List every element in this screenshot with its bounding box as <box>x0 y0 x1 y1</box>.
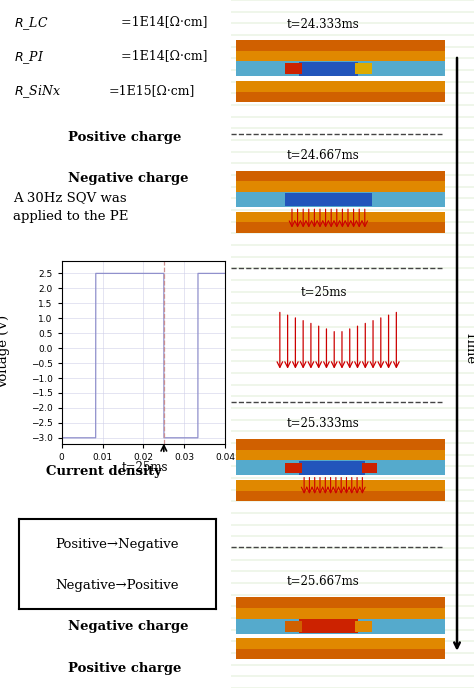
Text: Positive→Negative: Positive→Negative <box>55 538 179 551</box>
Bar <box>355 63 372 74</box>
Text: $R$_SiNx: $R$_SiNx <box>14 84 61 100</box>
Bar <box>236 638 445 649</box>
Text: Positive charge: Positive charge <box>68 662 182 675</box>
Text: A 30Hz SQV was
applied to the PE: A 30Hz SQV was applied to the PE <box>13 191 128 224</box>
Text: Negative→Positive: Negative→Positive <box>55 579 179 592</box>
Text: Positive charge: Positive charge <box>68 131 182 144</box>
Bar <box>236 182 445 192</box>
Text: t=25ms: t=25ms <box>301 286 347 299</box>
Bar <box>285 463 301 473</box>
Bar <box>285 621 301 632</box>
Bar <box>299 619 357 633</box>
Text: t=24.333ms: t=24.333ms <box>287 18 360 31</box>
Text: t=25ms: t=25ms <box>121 461 168 474</box>
Text: t=25.333ms: t=25.333ms <box>287 417 360 430</box>
Text: t=25.667ms: t=25.667ms <box>287 575 360 588</box>
Bar <box>236 491 445 501</box>
Bar <box>236 450 445 460</box>
Bar <box>236 61 445 76</box>
Bar <box>299 461 365 475</box>
Bar <box>362 463 377 473</box>
Text: Time: Time <box>464 331 474 364</box>
Bar <box>236 51 445 61</box>
Text: $R$_PI: $R$_PI <box>14 50 44 66</box>
Bar <box>355 621 372 632</box>
Bar <box>236 92 445 102</box>
Text: Negative charge: Negative charge <box>68 172 189 185</box>
Bar <box>236 597 445 608</box>
Text: t=24.667ms: t=24.667ms <box>287 149 360 162</box>
Text: $R$_LC: $R$_LC <box>14 15 48 32</box>
Bar <box>236 649 445 659</box>
Bar <box>236 608 445 619</box>
Text: Current density: Current density <box>46 466 162 478</box>
Bar <box>285 63 301 74</box>
Bar <box>236 81 445 92</box>
Bar <box>236 480 445 491</box>
Bar <box>285 193 372 206</box>
Bar <box>236 192 445 207</box>
Bar <box>299 62 357 76</box>
Bar <box>236 439 445 450</box>
Text: =1E14[Ω·cm]: =1E14[Ω·cm] <box>109 15 208 28</box>
Text: =1E14[Ω·cm]: =1E14[Ω·cm] <box>109 50 208 63</box>
Text: Voltage (V): Voltage (V) <box>0 315 10 389</box>
Bar <box>236 222 445 233</box>
Text: Negative charge: Negative charge <box>68 621 189 633</box>
Text: =1E15[Ω·cm]: =1E15[Ω·cm] <box>109 84 195 96</box>
Bar <box>236 171 445 182</box>
Bar <box>236 460 445 475</box>
Bar <box>236 40 445 51</box>
Bar <box>236 212 445 222</box>
Bar <box>236 619 445 634</box>
